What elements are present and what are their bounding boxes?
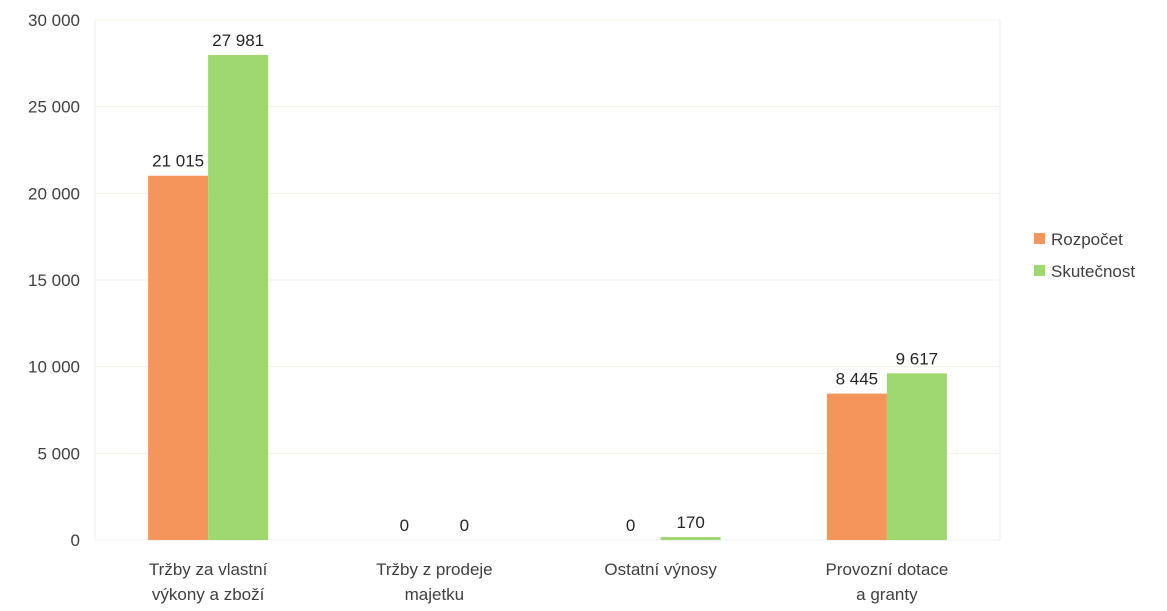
bar xyxy=(660,537,721,540)
bars xyxy=(148,54,947,541)
y-tick-label: 20 000 xyxy=(28,184,80,203)
category-label: Provozní dotace xyxy=(825,560,948,579)
data-label: 9 617 xyxy=(896,349,939,368)
x-axis: Tržby za vlastní výkony a zboží Tržby z pr… xyxy=(149,560,948,604)
bar xyxy=(208,54,269,540)
y-tick-label: 10 000 xyxy=(28,358,80,377)
category-label: a granty xyxy=(856,585,918,604)
legend-swatch xyxy=(1034,233,1045,244)
data-label: 0 xyxy=(460,516,469,535)
category-label: Ostatní výnosy xyxy=(604,560,717,579)
category-label: výkony a zboží xyxy=(152,585,265,604)
data-label: 21 015 xyxy=(152,152,204,171)
bar xyxy=(148,175,209,541)
data-label: 0 xyxy=(626,516,635,535)
bar xyxy=(886,373,947,540)
y-axis: 0 5 000 10 000 15 000 20 000 25 000 30 000 xyxy=(28,11,80,550)
y-tick-label: 15 000 xyxy=(28,271,80,290)
data-label: 0 xyxy=(400,516,409,535)
y-tick-label: 5 000 xyxy=(37,444,80,463)
legend-label: Rozpočet xyxy=(1051,230,1123,249)
legend: Rozpočet Skutečnost xyxy=(1034,230,1135,281)
data-label: 170 xyxy=(676,513,704,532)
bar xyxy=(826,393,887,540)
y-tick-label: 0 xyxy=(71,531,80,550)
category-label: majetku xyxy=(405,585,465,604)
category-label: Tržby za vlastní xyxy=(149,560,268,579)
y-tick-label: 25 000 xyxy=(28,98,80,117)
data-label: 27 981 xyxy=(212,31,264,50)
data-labels: 21 015 27 981 0 0 0 170 8 445 9 617 xyxy=(152,31,938,535)
category-label: Tržby z prodeje xyxy=(376,560,493,579)
legend-label: Skutečnost xyxy=(1051,262,1135,281)
data-label: 8 445 xyxy=(836,370,879,389)
legend-swatch xyxy=(1034,265,1045,276)
y-tick-label: 30 000 xyxy=(28,11,80,30)
